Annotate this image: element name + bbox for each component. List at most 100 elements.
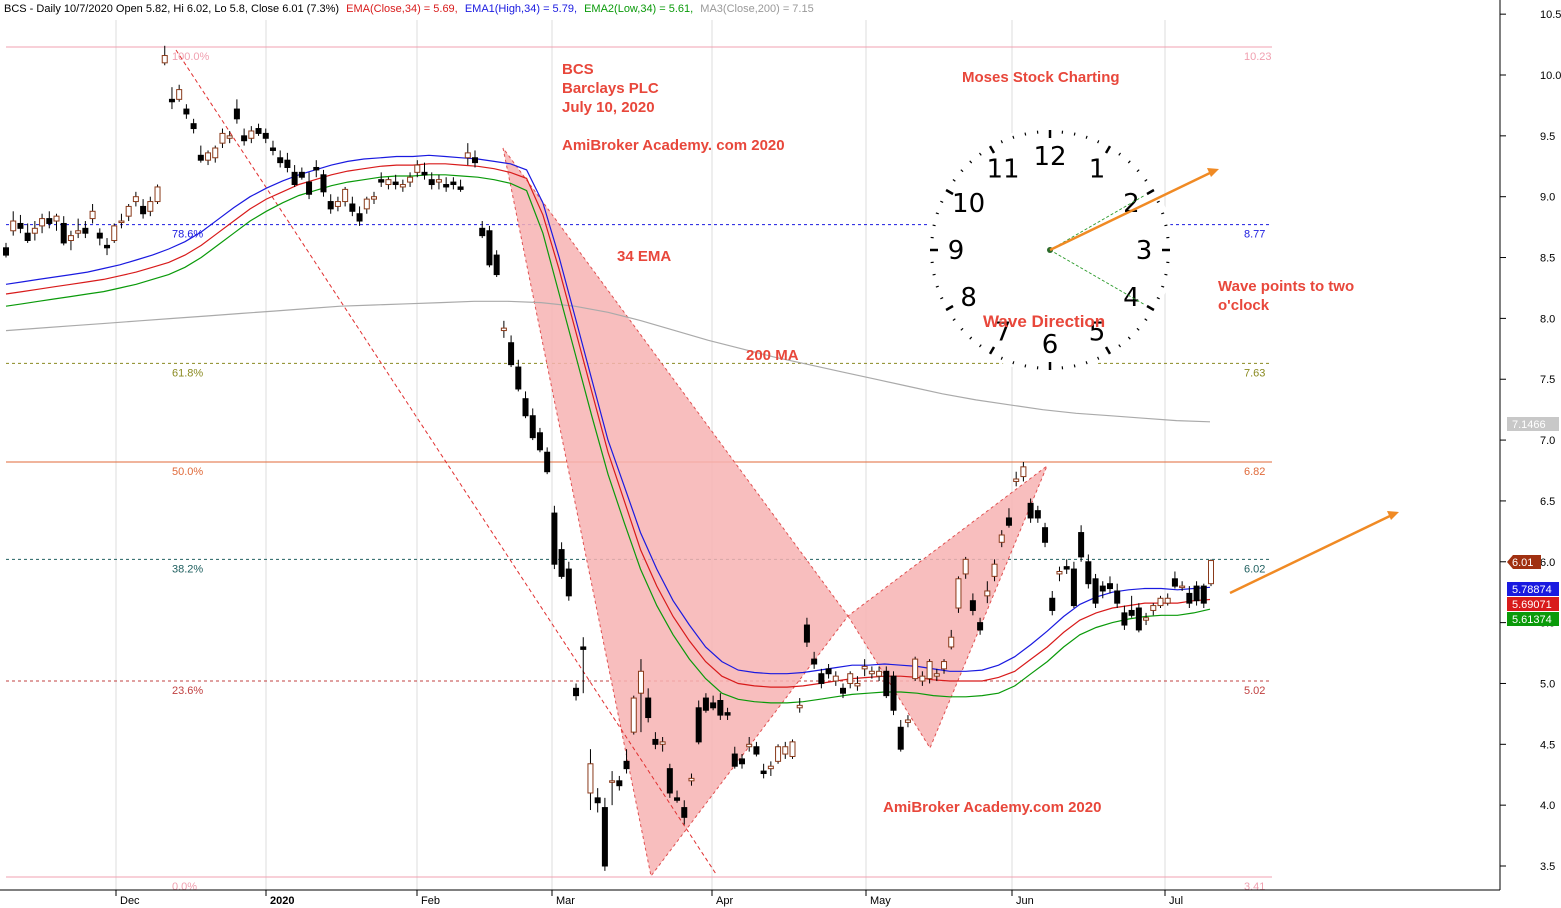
candle: [168, 87, 175, 110]
candle: [443, 177, 450, 192]
clock-tick: [1164, 224, 1168, 227]
candle: [479, 221, 486, 239]
candle: [349, 196, 356, 217]
candle: [306, 172, 313, 200]
header-ema: EMA(Close,34) = 5.69,: [346, 3, 458, 15]
candle: [1186, 586, 1193, 609]
candle: [529, 408, 536, 441]
clock-arrow-head: [1207, 168, 1219, 177]
retracement-line: [175, 49, 717, 875]
candle: [17, 214, 24, 234]
y-tick-label: 7.5: [1540, 374, 1555, 386]
candle: [977, 617, 984, 635]
clock-number: 10: [952, 189, 985, 219]
candle: [969, 593, 976, 616]
fib-value-label: 5.02: [1244, 685, 1265, 697]
candle: [1056, 566, 1063, 582]
annotation-date: July 10, 2020: [562, 99, 655, 116]
candle: [176, 84, 183, 102]
clock-tick: [1136, 327, 1140, 331]
candle: [508, 335, 515, 368]
candle: [702, 693, 709, 713]
candle: [738, 754, 745, 769]
clock-tick: [1161, 285, 1165, 288]
candle: [67, 230, 74, 251]
candle: [998, 530, 1005, 548]
clock-tick: [940, 297, 944, 300]
candle: [1193, 581, 1200, 606]
candle: [1099, 581, 1106, 599]
candle: [1092, 573, 1099, 609]
candle: [941, 659, 948, 674]
clock-tick: [1118, 344, 1122, 348]
y-tick-label: 4.5: [1540, 739, 1555, 751]
candle: [60, 216, 67, 246]
candle: [363, 196, 370, 214]
clock-tick: [978, 344, 982, 348]
clock-tick: [940, 200, 944, 203]
clock-number: 9: [948, 236, 965, 266]
candle: [890, 671, 897, 716]
clock-tick: [1104, 145, 1112, 154]
candles: [3, 45, 1214, 871]
clock-tick: [1164, 273, 1168, 276]
candle: [226, 130, 233, 144]
candle: [190, 118, 197, 134]
candle: [1070, 561, 1077, 609]
clock-tick: [1097, 356, 1100, 360]
moving-averages: [5, 154, 1211, 704]
fib-value-label: 6.02: [1244, 563, 1265, 575]
clock-tick: [1024, 132, 1027, 136]
y-tick-label: 9.0: [1540, 192, 1555, 204]
clock-tick: [1104, 346, 1112, 355]
candle: [161, 45, 168, 66]
clock-tick: [1073, 132, 1076, 136]
candle: [1013, 471, 1020, 487]
candle: [587, 749, 594, 811]
candle: [233, 99, 240, 124]
candle: [1114, 583, 1121, 609]
clock-tick: [935, 212, 939, 215]
annotation-moses: Moses Stock Charting: [962, 69, 1120, 86]
chart-header: BCS - Daily 10/7/2020 Open 5.82, Hi 6.02…: [4, 3, 814, 15]
candle: [652, 732, 659, 750]
fib-value-label: 3.41: [1244, 881, 1265, 893]
candle: [82, 221, 89, 239]
x-tick-label: Mar: [556, 895, 575, 907]
candle: [609, 771, 616, 806]
candle: [241, 128, 248, 146]
fib-value-label: 7.63: [1244, 367, 1265, 379]
candle: [616, 775, 623, 791]
clock-tick: [952, 178, 956, 182]
candle: [255, 123, 262, 136]
candle: [674, 790, 681, 803]
candle: [407, 172, 414, 187]
candle: [132, 191, 139, 207]
candle: [645, 688, 652, 723]
candle: [789, 739, 796, 759]
clock-hand-4: [1049, 249, 1146, 306]
trend-arrow: [1229, 513, 1393, 595]
clock-tick: [960, 169, 964, 173]
header-ma3: MA3(Close,200) = 7.15: [700, 3, 813, 15]
y-tick-label: 6.5: [1540, 496, 1555, 508]
candle: [1063, 559, 1070, 574]
candle: [24, 223, 31, 243]
candle: [637, 659, 644, 733]
price-box: 5.61374: [1507, 612, 1559, 626]
candle: [926, 659, 933, 684]
y-tick-label: 9.5: [1540, 131, 1555, 143]
candle: [811, 651, 818, 669]
candle: [854, 676, 861, 691]
candle: [695, 700, 702, 745]
clock-tick: [932, 224, 936, 227]
candle: [385, 177, 392, 190]
clock-number: 11: [986, 155, 1019, 185]
candle: [948, 629, 955, 650]
candle: [205, 150, 212, 166]
header-ema1: EMA1(High,34) = 5.79,: [465, 3, 577, 15]
candle: [1128, 595, 1135, 618]
x-tick-label: Feb: [421, 895, 440, 907]
candle: [486, 225, 493, 268]
